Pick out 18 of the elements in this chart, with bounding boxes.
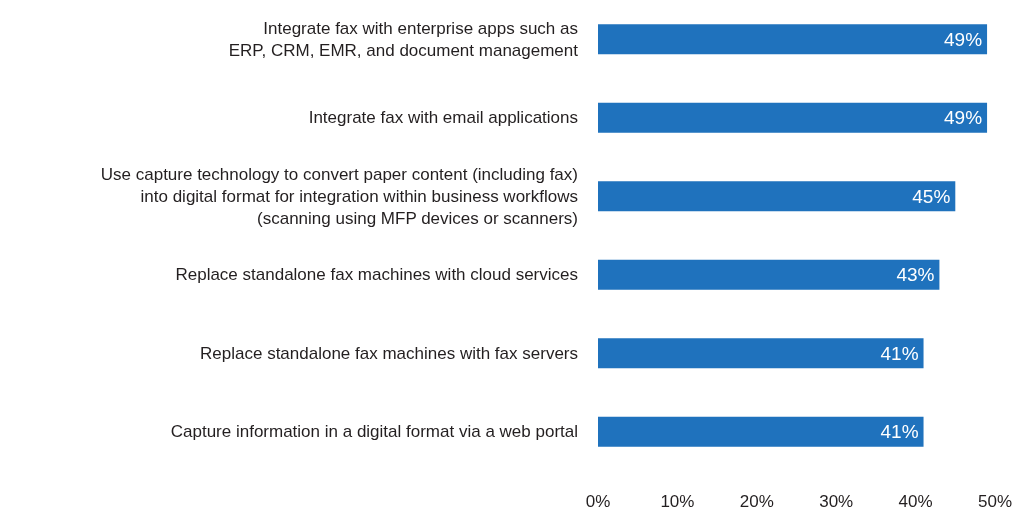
x-tick-label: 20% (739, 492, 774, 510)
data-label: 41% (880, 342, 919, 364)
x-tick-label: 40% (898, 492, 933, 510)
y-tick-label: Capture information in a digital format via a web portal (170, 422, 578, 442)
data-label: 49% (944, 28, 983, 50)
y-tick-label: Replace standalone fax machines with cloud services (175, 265, 578, 285)
y-tick-label: Integrate fax with enterprise apps such as ERP, CRM, EMR, and document management (228, 18, 579, 60)
data-label: 43% (896, 264, 935, 286)
data-label: 41% (880, 421, 919, 443)
x-tick-label: 10% (660, 492, 695, 510)
y-tick-label: Use capture technology to convert paper content (including fax) into digital format for integration within business workflows (scanning using MFP devices or scanners) (100, 164, 578, 228)
x-tick-label: 0% (585, 492, 611, 510)
y-tick-label: Integrate fax with email applications (308, 108, 578, 128)
x-tick-label: 50% (977, 492, 1013, 510)
y-tick-label: Replace standalone fax machines with fax servers (200, 343, 578, 363)
data-label: 49% (944, 107, 983, 129)
data-label: 45% (912, 185, 951, 207)
x-tick-label: 30% (819, 492, 854, 510)
